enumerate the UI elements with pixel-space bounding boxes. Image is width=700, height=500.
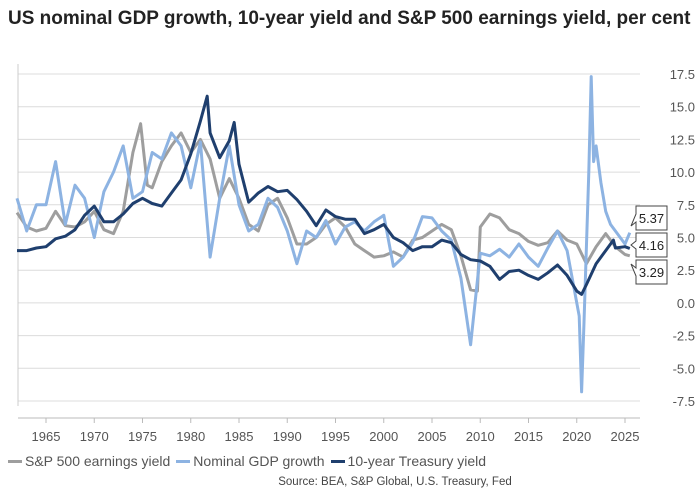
legend-item: Nominal GDP growth xyxy=(176,453,325,469)
end-label: 4.16 xyxy=(639,238,664,253)
y-tick-label: 2.5 xyxy=(677,263,695,278)
y-tick-label: 7.5 xyxy=(677,198,695,213)
x-tick-label: 1990 xyxy=(273,429,302,444)
series-line-10-year-treasury-yield xyxy=(17,94,631,296)
x-tick-label: 2025 xyxy=(611,429,640,444)
y-tick-label: 15.0 xyxy=(670,100,695,115)
end-label-box xyxy=(630,259,668,285)
legend-label: S&P 500 earnings yield xyxy=(25,453,171,469)
legend-item: S&P 500 earnings yield xyxy=(8,453,170,469)
x-tick-label: 1980 xyxy=(176,429,205,444)
x-tick-label: 2005 xyxy=(418,429,447,444)
source-note: Source: BEA, S&P Global, U.S. Treasury, … xyxy=(278,476,512,488)
legend-swatch xyxy=(176,459,191,463)
x-tick-label: 2010 xyxy=(466,429,495,444)
y-tick-label: 17.5 xyxy=(670,67,695,82)
y-tick-label: -2.5 xyxy=(673,329,695,344)
x-tick-label: 1995 xyxy=(321,429,350,444)
x-tick-label: 1975 xyxy=(128,429,157,444)
legend-label: 10-year Treasury yield xyxy=(347,453,487,469)
y-tick-label: 0.0 xyxy=(677,296,695,311)
chart-title: US nominal GDP growth, 10-year yield and… xyxy=(8,8,691,29)
y-tick-label: -5.0 xyxy=(673,361,695,376)
y-tick-label: 10.0 xyxy=(670,165,695,180)
end-label-box xyxy=(630,205,668,231)
end-label-box xyxy=(630,232,668,258)
x-tick-label: 1985 xyxy=(225,429,254,444)
x-tick-label: 2015 xyxy=(514,429,543,444)
x-tick-label: 1965 xyxy=(32,429,61,444)
x-tick-label: 1970 xyxy=(80,429,109,444)
x-tick-label: 2000 xyxy=(369,429,398,444)
y-tick-label: 12.5 xyxy=(670,132,695,147)
y-tick-label: -7.5 xyxy=(673,394,695,409)
y-tick-label: 5.0 xyxy=(677,231,695,246)
x-tick-label: 2020 xyxy=(562,429,591,444)
legend-swatch xyxy=(8,459,22,463)
end-label: 3.29 xyxy=(639,265,664,280)
legend-swatch xyxy=(330,459,345,463)
end-label: 5.37 xyxy=(639,211,664,226)
legend-item: 10-year Treasury yield xyxy=(330,453,487,469)
series-line-nominal-gdp-growth xyxy=(15,75,632,394)
legend: S&P 500 earnings yield Nominal GDP growth… xyxy=(8,453,486,469)
legend-label: Nominal GDP growth xyxy=(193,453,325,469)
